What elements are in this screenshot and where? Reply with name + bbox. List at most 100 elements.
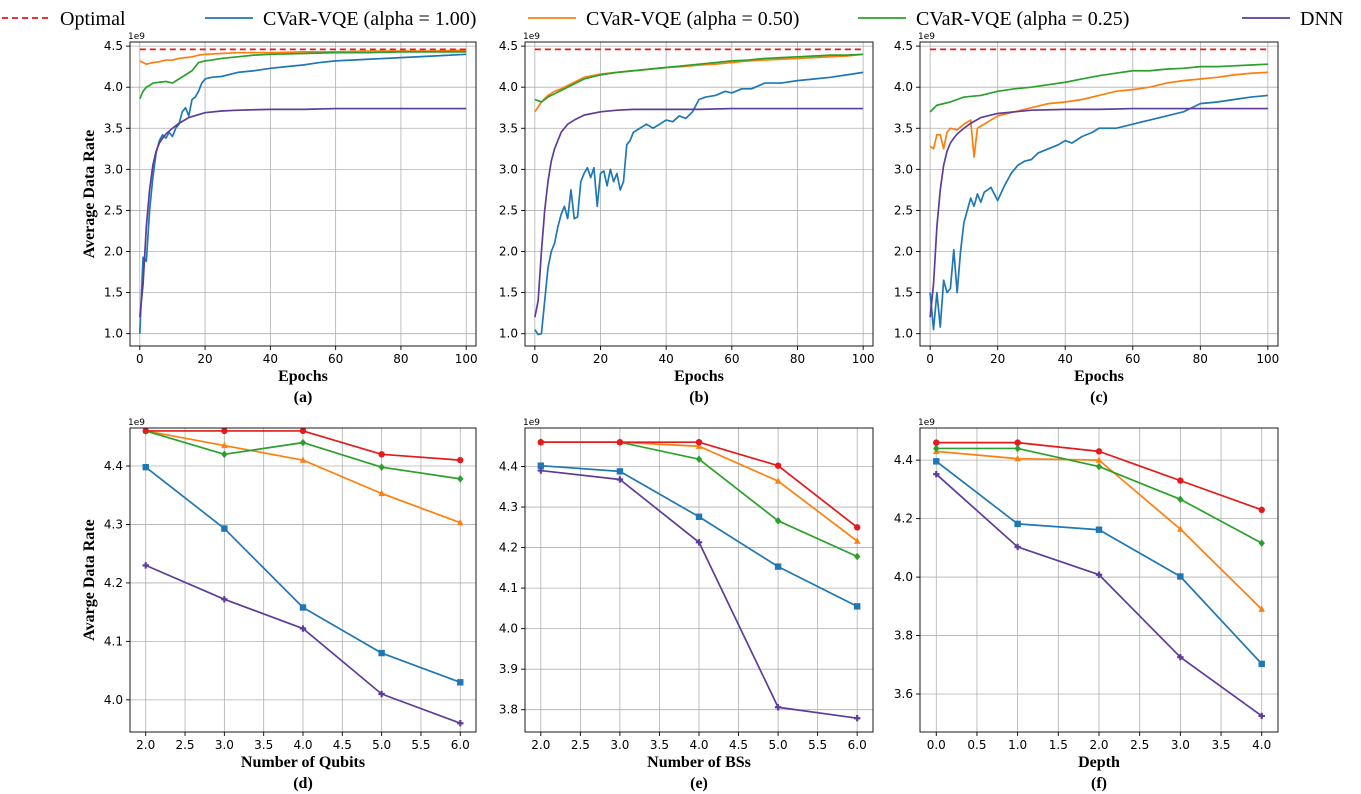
y-tick-label: 4.0 xyxy=(104,80,123,94)
series-markers xyxy=(142,562,464,727)
data-point xyxy=(616,476,624,483)
x-tick-label: 40 xyxy=(659,352,674,366)
x-tick-label: 4.0 xyxy=(689,738,708,752)
data-point xyxy=(1177,495,1184,504)
data-point xyxy=(378,690,385,698)
x-tick-label: 2.5 xyxy=(175,738,194,752)
y-multiplier: 1e9 xyxy=(523,32,540,42)
data-point xyxy=(1095,526,1103,533)
data-point xyxy=(1014,543,1021,551)
data-point xyxy=(1177,573,1184,580)
x-axis-label: Epochs xyxy=(278,368,328,385)
y-tick-label: 1.0 xyxy=(499,327,518,341)
data-point xyxy=(1177,525,1184,532)
y-tick-label: 4.2 xyxy=(894,512,913,526)
x-tick-label: 6.0 xyxy=(848,738,867,752)
data-point xyxy=(457,475,464,483)
y-tick-label: 1.0 xyxy=(894,327,913,341)
x-tick-label: 60 xyxy=(1125,352,1140,366)
y-tick-label: 2.5 xyxy=(104,203,123,217)
legend-item: DNN xyxy=(1242,8,1343,30)
data-point xyxy=(142,428,149,435)
series-line xyxy=(534,53,864,103)
data-point xyxy=(1095,462,1103,471)
panel-label: (e) xyxy=(690,775,708,792)
x-tick-label: 5.0 xyxy=(372,738,391,752)
y-tick-label: 3.9 xyxy=(499,662,518,676)
data-point xyxy=(1095,448,1103,455)
y-tick-label: 1.5 xyxy=(894,286,913,300)
legend-label: DNN xyxy=(1300,8,1343,30)
x-axis-label: Epochs xyxy=(674,368,724,385)
data-point xyxy=(142,562,149,569)
legend-label: CVaR-VQE (alpha = 1.00) xyxy=(263,8,476,30)
data-point xyxy=(853,524,861,531)
x-tick-label: 3.5 xyxy=(1211,738,1230,752)
series-group xyxy=(929,48,1268,331)
x-tick-label: 20 xyxy=(593,352,608,366)
x-tick-label: 0.0 xyxy=(927,738,946,752)
y-multiplier: 1e9 xyxy=(918,32,935,42)
x-tick-label: 5.5 xyxy=(808,738,827,752)
series-line xyxy=(929,107,1268,318)
data-point xyxy=(1014,439,1021,446)
axes-frame xyxy=(129,41,477,347)
data-point xyxy=(299,438,307,447)
series-line xyxy=(139,51,467,100)
y-tick-label: 4.4 xyxy=(104,459,123,473)
data-point xyxy=(537,462,545,469)
series-markers xyxy=(933,470,1265,720)
y-tick-label: 4.0 xyxy=(894,570,913,584)
series-line xyxy=(929,63,1268,113)
series-group xyxy=(933,439,1265,720)
data-point xyxy=(1095,571,1103,578)
data-point xyxy=(1014,454,1021,462)
series-line xyxy=(139,49,467,66)
data-point xyxy=(695,455,703,464)
x-tick-label: 0.5 xyxy=(967,738,986,752)
x-tick-label: 5.0 xyxy=(769,738,788,752)
series-group xyxy=(537,438,861,722)
y-tick-label: 2.5 xyxy=(499,203,518,217)
series-markers xyxy=(142,428,464,464)
data-point xyxy=(537,438,545,446)
grid xyxy=(130,428,476,732)
x-axis-label: Number of BSs xyxy=(647,754,751,771)
x-tick-label: 80 xyxy=(1193,352,1208,366)
data-point xyxy=(616,438,624,446)
y-tick-label: 1.5 xyxy=(104,286,123,300)
x-tick-label: 6.0 xyxy=(451,738,470,752)
y-tick-label: 4.3 xyxy=(499,500,518,514)
data-point xyxy=(774,704,782,711)
legend-label: Optimal xyxy=(60,8,126,30)
x-tick-label: 4.0 xyxy=(293,738,312,752)
y-tick-label: 4.5 xyxy=(894,39,913,53)
x-axis-label: Depth xyxy=(1078,754,1120,771)
x-tick-label: 2.5 xyxy=(571,738,590,752)
series-line xyxy=(534,107,864,318)
data-point xyxy=(933,470,940,478)
data-point xyxy=(1258,506,1265,514)
axes-frame xyxy=(919,41,1279,347)
y-tick-label: 2.0 xyxy=(894,245,913,259)
x-tick-label: 4.0 xyxy=(1252,738,1271,752)
y-tick-label: 2.5 xyxy=(894,203,913,217)
data-point xyxy=(537,467,545,474)
legend-item: CVaR-VQE (alpha = 1.00) xyxy=(205,8,476,30)
x-tick-label: 20 xyxy=(990,352,1005,366)
data-point xyxy=(299,604,307,611)
data-point xyxy=(695,442,703,449)
chart-panel: 0 20 40 60 80 100 1.0 1.5 2.0 2.5 3.0 3.5 4.0 4.5 1e9 E… xyxy=(499,32,875,406)
y-tick-label: 4.1 xyxy=(104,634,123,648)
x-tick-label: 20 xyxy=(197,352,212,366)
y-tick-label: 3.6 xyxy=(894,687,913,701)
series-line xyxy=(138,107,467,318)
x-tick-label: 1.5 xyxy=(1049,738,1068,752)
y-tick-label: 3.8 xyxy=(894,629,913,643)
y-tick-label: 4.4 xyxy=(894,453,913,467)
y-tick-label: 2.0 xyxy=(499,245,518,259)
x-tick-label: 2.5 xyxy=(1130,738,1149,752)
axes-frame xyxy=(919,427,1279,733)
chart-panel: 0.0 0.5 1.0 1.5 2.0 2.5 3.0 3.5 4.0 3.6 3.8 4.0 4.2 4… xyxy=(894,418,1279,792)
